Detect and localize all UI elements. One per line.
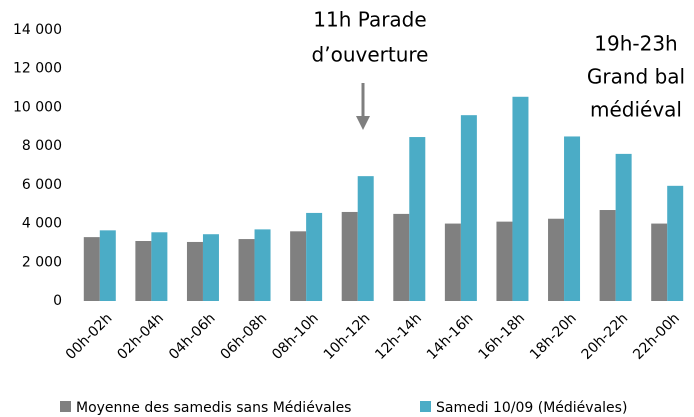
legend-swatch — [60, 401, 71, 412]
bar — [83, 237, 100, 301]
arrow-head — [356, 116, 370, 130]
annotation: d’ouverture — [312, 43, 429, 67]
bar — [599, 210, 616, 301]
x-tick-label: 02h-04h — [114, 310, 167, 363]
bar — [564, 136, 581, 301]
x-tick-label: 10h-12h — [321, 310, 374, 363]
bar — [341, 211, 358, 301]
bar — [512, 96, 529, 302]
y-tick-label: 2 000 — [22, 254, 62, 270]
bar — [444, 223, 461, 301]
x-tick-label: 00h-02h — [63, 310, 116, 363]
bar — [651, 223, 668, 301]
bar — [357, 176, 374, 301]
bar — [460, 115, 477, 302]
bar — [548, 218, 565, 301]
legend-swatch — [420, 401, 431, 412]
annotation: médiéval — [590, 98, 682, 122]
y-tick-label: 0 — [53, 293, 62, 309]
bar — [306, 212, 323, 301]
bar — [393, 213, 410, 301]
x-tick-label: 04h-06h — [166, 310, 219, 363]
bar — [254, 229, 271, 301]
x-tick-label: 06h-08h — [218, 310, 271, 363]
legend-label: Samedi 10/09 (Médiévales) — [436, 400, 627, 416]
x-tick-label: 08h-10h — [269, 310, 322, 363]
bar — [615, 153, 632, 301]
annotation: Grand bal — [587, 65, 685, 89]
x-tick-label: 14h-16h — [424, 310, 477, 363]
y-tick-label: 10 000 — [13, 99, 62, 115]
bar — [186, 241, 203, 301]
bar — [409, 137, 426, 301]
bar — [135, 240, 152, 301]
x-tick-label: 20h-22h — [579, 310, 632, 363]
x-tick-label: 18h-20h — [527, 310, 580, 363]
x-tick-label: 12h-14h — [372, 310, 425, 363]
bar — [290, 231, 307, 301]
y-tick-label: 14 000 — [13, 22, 62, 38]
annotation: 19h-23h — [594, 32, 677, 56]
x-tick-label: 16h-18h — [475, 310, 528, 363]
y-tick-label: 12 000 — [13, 61, 62, 77]
bar — [238, 239, 255, 301]
legend-label: Moyenne des samedis sans Médiévales — [76, 400, 351, 416]
y-tick-label: 8 000 — [22, 138, 62, 154]
x-tick-label: 22h-00h — [630, 310, 683, 363]
bar — [667, 185, 684, 301]
bar — [99, 230, 116, 301]
y-tick-label: 4 000 — [22, 216, 62, 232]
bar — [202, 234, 219, 301]
annotation: 11h Parade — [313, 8, 426, 32]
bar — [496, 221, 513, 301]
bar — [151, 232, 168, 301]
y-tick-label: 6 000 — [22, 177, 62, 193]
